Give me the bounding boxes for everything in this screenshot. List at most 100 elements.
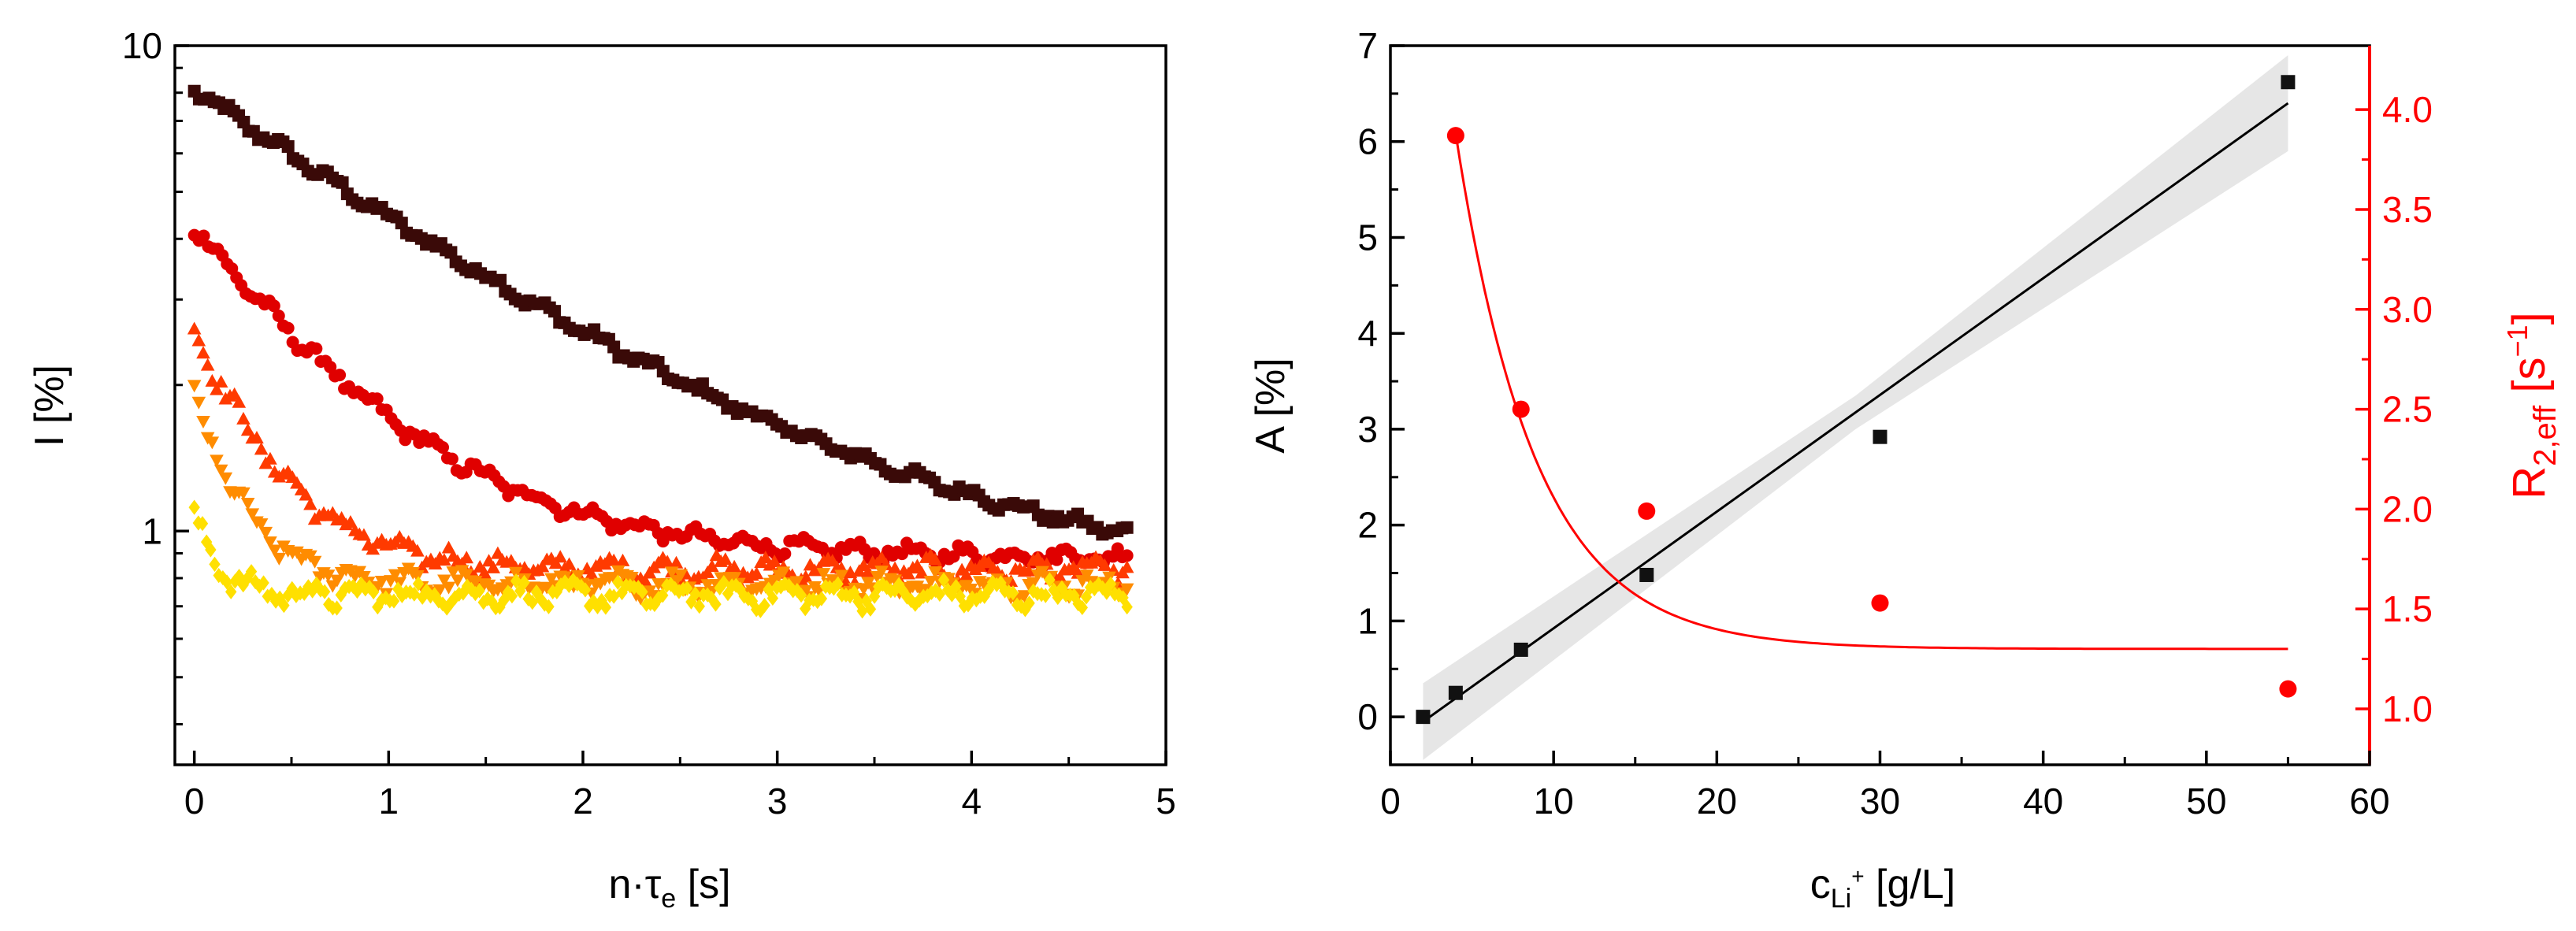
data-point bbox=[1022, 563, 1036, 577]
data-point bbox=[625, 571, 639, 584]
y-tick-label: 1 bbox=[142, 510, 162, 551]
left-x-axis-title: n·τe [s] bbox=[608, 862, 730, 914]
data-point bbox=[254, 442, 269, 455]
y-tick-label: 6 bbox=[1357, 121, 1378, 162]
x-tick-label: 10 bbox=[1534, 781, 1574, 822]
data-point bbox=[648, 596, 661, 613]
data-point bbox=[272, 310, 285, 323]
data-point bbox=[187, 380, 202, 393]
left-y-axis-title: I [%] bbox=[27, 365, 72, 447]
data-point bbox=[1638, 502, 1656, 520]
data-point bbox=[367, 584, 380, 600]
data-point bbox=[217, 569, 229, 586]
secondary-y-tick-label: 2.0 bbox=[2382, 488, 2433, 529]
x-tick-label: 5 bbox=[1156, 781, 1176, 822]
data-point bbox=[1097, 580, 1108, 595]
data-point bbox=[1027, 583, 1039, 599]
data-point bbox=[506, 588, 518, 604]
data-point bbox=[282, 587, 294, 603]
data-point bbox=[240, 423, 255, 436]
data-point bbox=[1512, 400, 1530, 418]
data-point bbox=[236, 487, 251, 500]
right-x-axis-title: cLi+ [g/L] bbox=[1810, 862, 1955, 914]
data-point bbox=[693, 599, 705, 614]
data-point bbox=[481, 591, 494, 606]
secondary-y-tick-label: 1.0 bbox=[2382, 688, 2433, 729]
data-point bbox=[962, 597, 974, 613]
data-point bbox=[1120, 521, 1134, 534]
left-series-group bbox=[187, 84, 1134, 619]
data-point bbox=[897, 583, 909, 599]
data-point bbox=[579, 582, 592, 598]
data-point bbox=[1416, 710, 1431, 725]
linear-fit-line bbox=[1422, 102, 2289, 723]
data-point bbox=[730, 577, 742, 593]
data-point bbox=[540, 581, 555, 595]
data-point bbox=[376, 592, 388, 608]
data-point bbox=[330, 574, 344, 588]
data-point bbox=[783, 578, 795, 594]
data-point bbox=[828, 580, 840, 596]
data-point bbox=[336, 176, 349, 189]
data-point bbox=[959, 568, 974, 581]
data-point bbox=[306, 583, 318, 599]
data-point bbox=[380, 590, 392, 606]
data-point bbox=[928, 566, 942, 580]
data-point bbox=[331, 600, 343, 616]
data-point bbox=[616, 584, 628, 601]
data-point bbox=[1050, 553, 1063, 566]
data-point bbox=[710, 596, 722, 612]
data-point bbox=[310, 576, 322, 592]
data-point bbox=[660, 555, 674, 568]
x-tick-label: 0 bbox=[184, 781, 205, 822]
data-point bbox=[299, 585, 310, 601]
data-point bbox=[705, 559, 719, 573]
data-point bbox=[1097, 558, 1112, 571]
data-point bbox=[1052, 569, 1067, 583]
data-point bbox=[950, 578, 962, 595]
data-point bbox=[1873, 429, 1887, 444]
data-point bbox=[1026, 577, 1041, 590]
data-point bbox=[539, 596, 551, 612]
data-point bbox=[210, 382, 224, 395]
data-point bbox=[2281, 75, 2296, 90]
data-point bbox=[816, 568, 831, 581]
data-point bbox=[1119, 583, 1134, 596]
secondary-y-tick-label: 3.0 bbox=[2382, 289, 2433, 330]
data-point bbox=[535, 559, 550, 573]
data-point bbox=[191, 333, 206, 347]
data-point bbox=[250, 430, 264, 443]
data-point bbox=[432, 584, 447, 597]
data-point bbox=[1052, 589, 1063, 606]
data-point bbox=[1101, 584, 1113, 600]
data-point bbox=[449, 590, 461, 606]
data-point bbox=[551, 584, 563, 600]
data-point bbox=[267, 299, 280, 313]
data-point bbox=[727, 559, 741, 573]
secondary-y-tick-label: 4.0 bbox=[2382, 89, 2433, 130]
confidence-band-group bbox=[1423, 55, 2288, 760]
data-point bbox=[1871, 594, 1889, 612]
data-point bbox=[205, 373, 220, 387]
data-point bbox=[766, 590, 779, 606]
data-point bbox=[392, 577, 407, 590]
x-tick-label: 50 bbox=[2186, 781, 2226, 822]
data-point bbox=[612, 574, 624, 590]
data-point bbox=[1007, 585, 1019, 601]
data-point bbox=[954, 588, 966, 604]
data-point bbox=[763, 581, 774, 597]
x-tick-label: 0 bbox=[1380, 781, 1401, 822]
data-point bbox=[832, 576, 844, 592]
data-point bbox=[2279, 680, 2297, 698]
data-point bbox=[218, 472, 233, 485]
data-point bbox=[1446, 127, 1464, 145]
y-tick-label: 3 bbox=[1357, 409, 1378, 450]
data-point bbox=[701, 587, 714, 603]
data-point bbox=[856, 603, 868, 619]
data-point bbox=[923, 575, 938, 588]
data-point bbox=[191, 396, 206, 410]
data-point bbox=[236, 411, 251, 425]
data-point bbox=[188, 499, 200, 515]
data-point bbox=[200, 358, 215, 371]
